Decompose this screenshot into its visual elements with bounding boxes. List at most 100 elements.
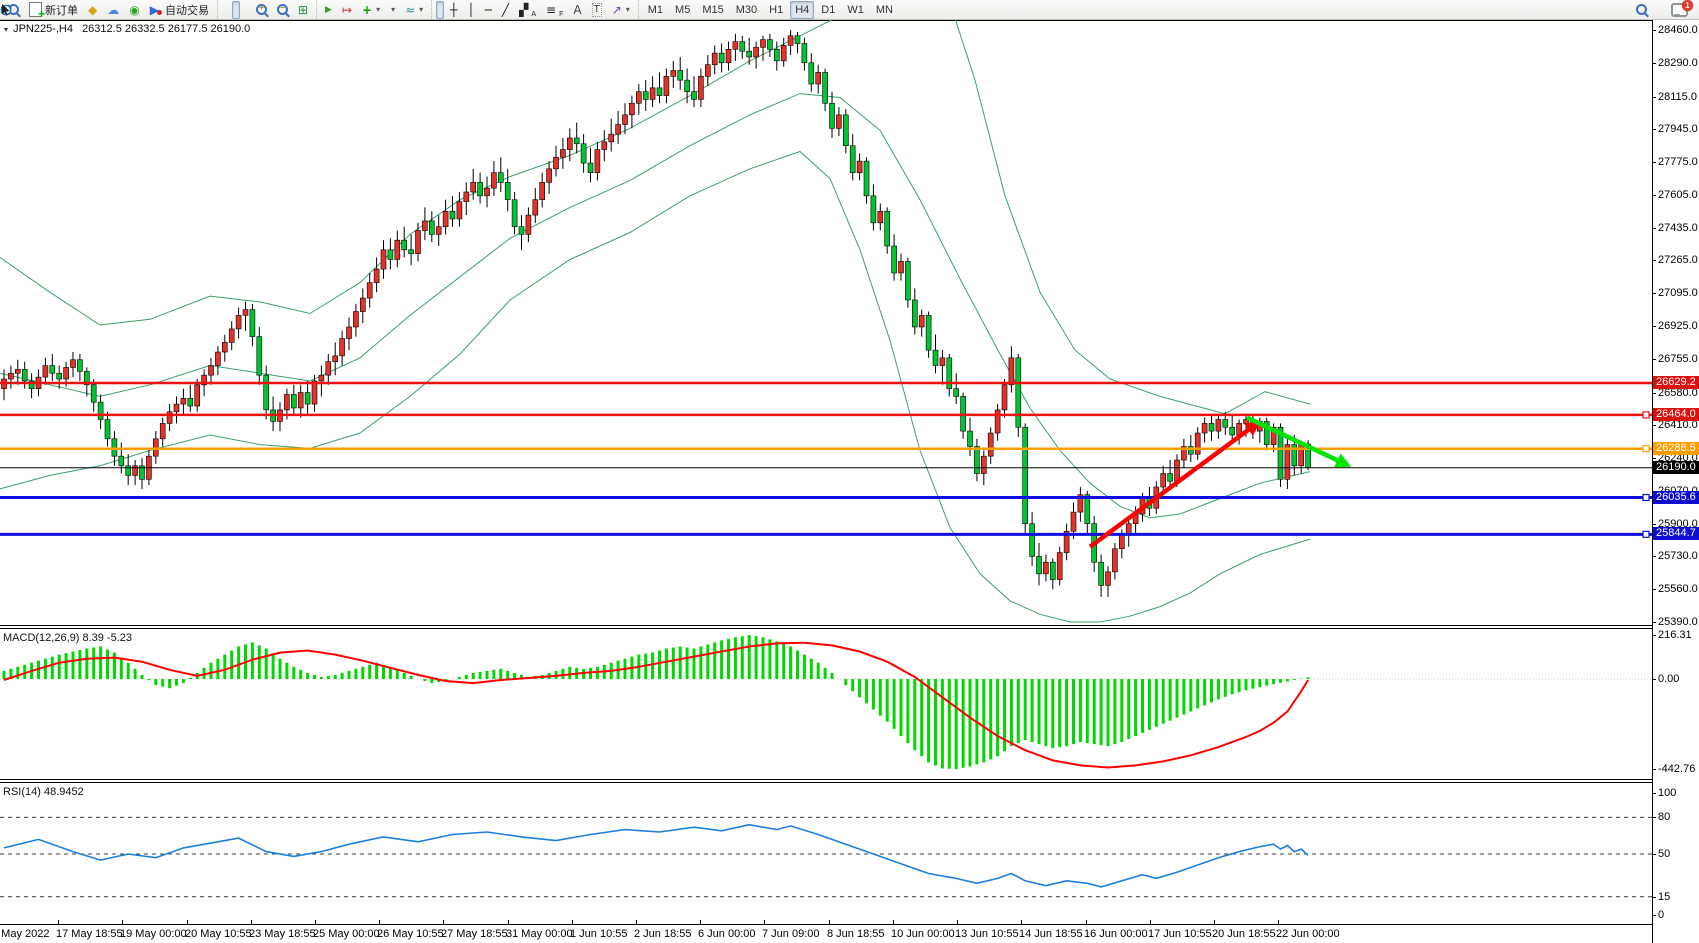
templates-button[interactable]: ≈ ▾: [401, 1, 427, 19]
toolbar-right: 1: [1631, 0, 1693, 19]
cursor-arrow-icon: [2, 4, 10, 16]
projection-down-arrow[interactable]: [1246, 415, 1352, 468]
rsi-panel-plot[interactable]: [0, 783, 1652, 924]
chart-shift-button[interactable]: ↦: [338, 1, 356, 19]
bear-candle: [497, 172, 504, 183]
rsi-tick-label: 15: [1658, 890, 1671, 903]
crosshair-button[interactable]: ┼: [446, 1, 461, 19]
bear-candle: [870, 195, 877, 224]
market-depth-button[interactable]: ◆: [84, 1, 101, 19]
macd-tick-label: 0.00: [1658, 673, 1680, 685]
horizontal-line-button[interactable]: ─: [481, 1, 496, 19]
arrows-tool-button[interactable]: ↗ ▾: [608, 1, 634, 19]
bull-candle: [939, 357, 946, 366]
bull-candle: [1056, 552, 1063, 580]
zoom-in-button[interactable]: +: [252, 1, 271, 19]
time-tick-label: 23 May 18:55: [249, 928, 316, 940]
auto-scroll-button[interactable]: ▶: [321, 1, 336, 19]
bar-chart-button[interactable]: [1, 1, 230, 19]
macd-rsi-splitter[interactable]: [0, 779, 1653, 780]
timeframe-button-mn[interactable]: MN: [875, 3, 893, 16]
signals-button[interactable]: ◉: [125, 1, 143, 19]
equidistant-channel-button[interactable]: ▞ A: [515, 1, 540, 19]
bear-candle: [477, 182, 483, 197]
bear-candle: [794, 35, 801, 44]
bull-candle: [325, 361, 332, 376]
hline-handle[interactable]: [1642, 530, 1650, 538]
vertical-line-button[interactable]: │: [463, 1, 478, 19]
bear-candle: [1188, 446, 1194, 455]
hline-handle[interactable]: [1642, 411, 1650, 419]
price-tick: [1652, 425, 1656, 427]
bull-candle: [194, 384, 200, 407]
fibonacci-button[interactable]: ≡ F: [542, 1, 567, 19]
time-tick-label: 26 May 10:55: [377, 928, 444, 940]
price-tick: [1652, 679, 1656, 680]
bear-candle: [849, 145, 856, 173]
tile-windows-button[interactable]: ⊞: [294, 1, 312, 19]
bull-candle: [525, 214, 532, 235]
bollinger-upper-band: [0, 20, 1311, 415]
main-chart-plot[interactable]: [0, 20, 1652, 625]
bear-candle: [1098, 561, 1104, 586]
time-tick-label: 17 May 18:55: [56, 928, 123, 940]
main-macd-splitter[interactable]: [0, 625, 1653, 626]
bollinger-lower-band: [0, 150, 1311, 623]
bull-candle: [594, 149, 601, 173]
trend-arrows[interactable]: [1088, 415, 1352, 549]
zoom-out-button[interactable]: −: [273, 1, 292, 19]
timeframe-button-m5[interactable]: M5: [675, 3, 691, 16]
bear-candle: [684, 79, 690, 93]
timeframe-button-d1[interactable]: D1: [821, 3, 836, 16]
new-order-button[interactable]: 新订单: [25, 1, 82, 21]
indicators-button[interactable]: + ▾: [358, 1, 384, 19]
hline-handle[interactable]: [1642, 493, 1650, 502]
price-tick: [1652, 635, 1656, 636]
price-tick: [1652, 622, 1656, 623]
price-tag-26464.0: 26464.0: [1653, 407, 1699, 421]
time-tick-label: 6 Jun 00:00: [698, 928, 756, 940]
hline-handle[interactable]: [1642, 445, 1650, 453]
candlestick-chart-button[interactable]: [1, 0, 240, 19]
text-tool-button[interactable]: A: [569, 1, 585, 19]
bull-candle: [456, 201, 463, 220]
timeframe-button-m1[interactable]: M1: [647, 3, 664, 16]
periods-button[interactable]: ▾: [0, 1, 399, 19]
line-chart-button[interactable]: [0, 1, 250, 19]
bull-candle: [366, 282, 373, 299]
price-tag-26035.6: 26035.6: [1653, 490, 1699, 504]
timeframe-button-h4[interactable]: H4: [790, 0, 815, 19]
price-tick: [1652, 326, 1656, 327]
horizontal-line-objects[interactable]: [0, 381, 1652, 538]
rsi-tick-label: 0: [1658, 909, 1665, 921]
time-tick: [764, 920, 765, 924]
zoom-out-icon: −: [276, 3, 288, 15]
timeframe-button-h1[interactable]: H1: [769, 3, 784, 16]
bear-candle: [801, 43, 808, 64]
new-order-icon: [29, 2, 45, 21]
macd-panel-plot[interactable]: [0, 629, 1652, 779]
impulse-up-arrow[interactable]: [1088, 420, 1261, 549]
auto-trading-button[interactable]: ▶ 自动交易: [146, 1, 213, 19]
price-tick: [1652, 556, 1656, 558]
price-tick-label: 26755.0: [1658, 352, 1698, 365]
chat-button[interactable]: 1: [1667, 0, 1693, 19]
bull-candle: [1112, 548, 1118, 573]
bull-candle: [635, 91, 642, 104]
bull-candle: [8, 372, 14, 380]
time-tick-label: 20 Jun 18:55: [1212, 928, 1276, 940]
profiles-button[interactable]: ☁: [103, 1, 123, 19]
timeframe-button-m15[interactable]: M15: [702, 3, 724, 16]
trendline-button[interactable]: ╱: [498, 1, 513, 19]
bull-candle: [1105, 571, 1111, 586]
timeframe-button-m30[interactable]: M30: [735, 3, 758, 16]
bull-candle: [670, 70, 677, 77]
time-tick-label: 25 May 00:00: [313, 928, 380, 940]
timeframe-button-w1[interactable]: W1: [847, 3, 864, 16]
search-button[interactable]: [1632, 1, 1651, 19]
macd-signal-line: [3, 641, 1309, 769]
text-label-button[interactable]: T: [588, 1, 606, 19]
bull-candle: [394, 239, 401, 260]
price-tick-label: 27265.0: [1658, 254, 1698, 267]
cursor-button[interactable]: [2, 0, 445, 19]
